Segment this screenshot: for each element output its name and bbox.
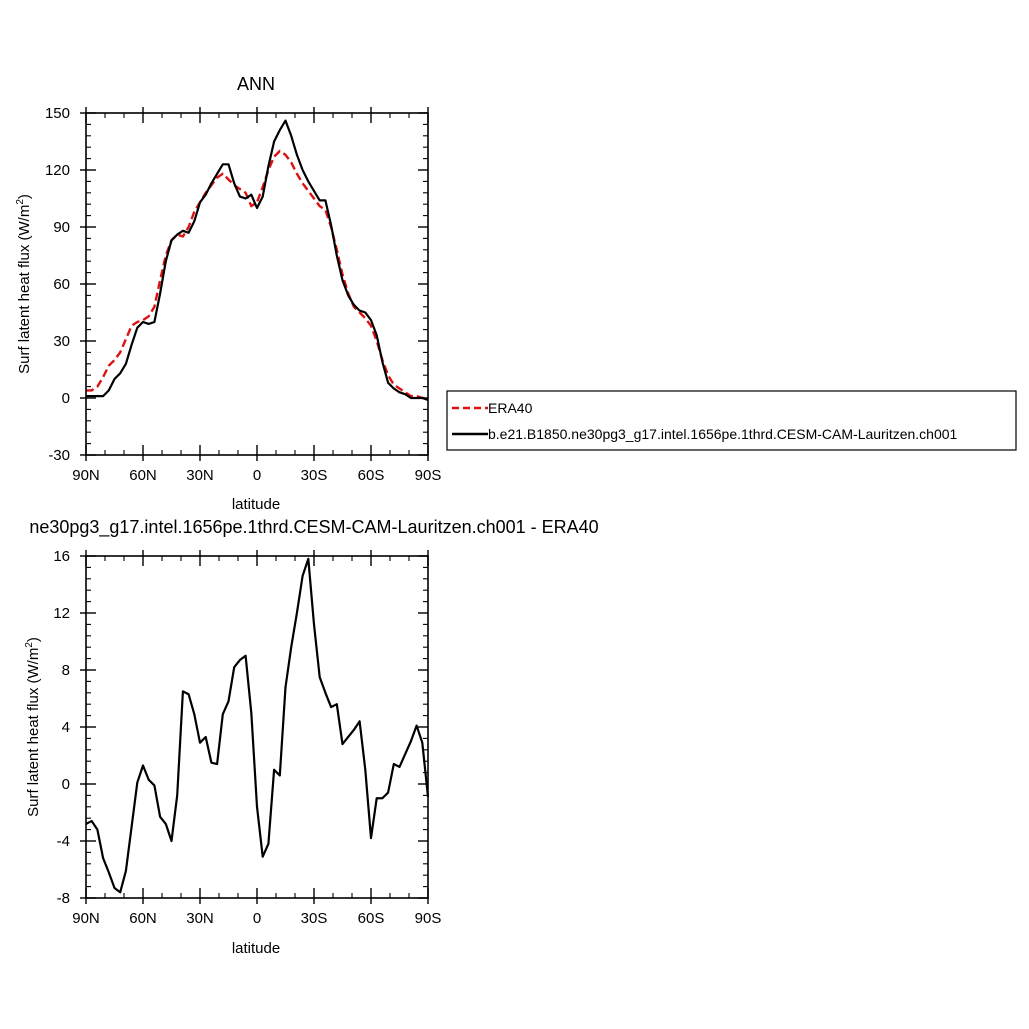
x-tick-label: 30N [186, 467, 214, 484]
series-layer [86, 119, 429, 401]
x-tick-label: 60S [358, 910, 385, 927]
series-line-difference [85, 557, 430, 894]
y-tick-label: 30 [53, 333, 70, 350]
y-tick-label: 8 [62, 662, 70, 679]
y-axis-label-superscript: 2 [24, 642, 35, 648]
y-tick-label: 90 [53, 219, 70, 236]
y-tick-label: 12 [53, 605, 70, 622]
y-axis-label: Surf latent heat flux (W/m2) [15, 194, 33, 374]
legend-label-era40: ERA40 [488, 400, 533, 416]
x-tick-label: 0 [253, 467, 261, 484]
chart-title: ANN [237, 74, 275, 94]
x-tick-label: 90N [72, 467, 100, 484]
plot-frame [85, 555, 429, 899]
series-layer [85, 557, 430, 894]
legend: ERA40 b.e21.B1850.ne30pg3_g17.intel.1656… [446, 390, 1017, 451]
legend-box [446, 390, 1017, 451]
x-axis-label: latitude [232, 940, 280, 957]
x-axis-label: latitude [232, 496, 280, 513]
y-axis-label: Surf latent heat flux (W/m2) [24, 637, 42, 817]
x-tick-label: 60S [358, 467, 385, 484]
y-tick-label: 0 [62, 390, 70, 407]
x-tick-label: 30N [186, 910, 214, 927]
x-tick-label: 60N [129, 467, 157, 484]
y-tick-label: 16 [53, 548, 70, 565]
chart-title: ne30pg3_g17.intel.1656pe.1thrd.CESM-CAM-… [29, 517, 598, 538]
y-tick-label: -30 [48, 447, 70, 464]
panel-latitude-profile: ANN 90N 60N 30N 0 30S 60S 90S-300306090120150 … [15, 74, 441, 513]
x-tick-label: 90N [72, 910, 100, 927]
y-tick-label: 150 [45, 105, 70, 122]
y-tick-label: 4 [62, 719, 70, 736]
x-tick-label: 90S [415, 467, 442, 484]
axis-ticks: 90N 60N 30N 0 30S 60S 90S -8 -4 0 4 8 12 16 [53, 548, 441, 927]
y-tick-label: 60 [53, 276, 70, 293]
x-tick-label: 90S [415, 910, 442, 927]
series-line-b-e21-b1850-ne30pg3-g17-intel- [86, 119, 429, 401]
y-axis-label-superscript: 2 [15, 199, 26, 205]
x-tick-label: 30S [301, 910, 328, 927]
y-tick-label: -4 [57, 833, 70, 850]
y-tick-label: 0 [62, 776, 70, 793]
x-tick-label: 30S [301, 467, 328, 484]
x-tick-label: 0 [253, 910, 261, 927]
y-tick-label: -8 [57, 890, 70, 907]
series-line-era40 [86, 149, 428, 400]
panel-difference: ne30pg3_g17.intel.1656pe.1thrd.CESM-CAM-… [24, 517, 599, 957]
plot-frame [85, 112, 429, 456]
y-tick-label: 120 [45, 162, 70, 179]
axis-ticks: 90N 60N 30N 0 30S 60S 90S -30 0 30 60 90 120 150 [45, 105, 441, 484]
legend-label-model: b.e21.B1850.ne30pg3_g17.intel.1656pe.1th… [488, 426, 958, 442]
x-tick-label: 60N [129, 910, 157, 927]
